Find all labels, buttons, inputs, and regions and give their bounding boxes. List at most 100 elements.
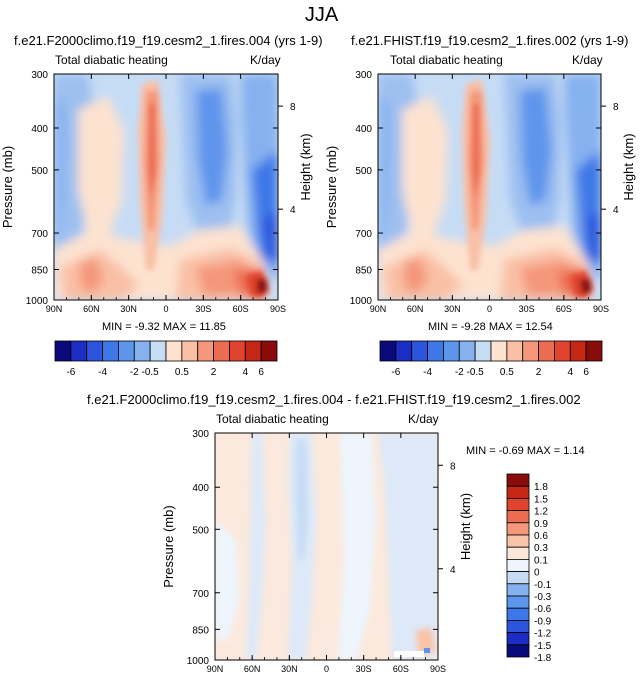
left-heating-field [54, 74, 278, 300]
left-colorbar-label: -0.5 [142, 367, 160, 378]
right-colorbar-label: -4 [423, 367, 432, 378]
right-pressure-tick-label: 1000 [350, 296, 373, 307]
left-lat-tick-label: 60N [83, 304, 100, 314]
diff-heating-field [215, 433, 438, 660]
figure-title: JJA [304, 4, 339, 26]
left-colorbar-box [102, 340, 119, 362]
right-colorbar-label: -2 [455, 367, 464, 378]
diff-colorbar-box [506, 485, 530, 499]
right-colorbar-box [522, 340, 539, 362]
diff-colorbar-label: -1.8 [534, 653, 552, 664]
diff-lat-tick-label: 30N [281, 664, 298, 674]
right-ylabel-right: Height (km) [621, 133, 636, 200]
diff-colorbar-label: 1.8 [534, 482, 548, 493]
left-colorbar-box [118, 340, 135, 362]
left-pressure-tick-label: 300 [31, 70, 48, 81]
left-colorbar-label: -6 [66, 367, 75, 378]
diff-colorbar-label: 1.2 [534, 507, 548, 518]
right-lat-tick-label: 60N [407, 304, 424, 314]
diff-pressure-tick-label: 1000 [187, 656, 210, 667]
diff-colorbar-label: -1.5 [534, 641, 552, 652]
diff-colorbar-label: -0.1 [534, 580, 552, 591]
left-ylabel: Pressure (mb) [0, 146, 15, 228]
left-colorbar-box [133, 340, 151, 362]
right-colorbar-box [443, 340, 460, 362]
left-lat-tick-label: 0 [163, 304, 168, 314]
right-colorbar-box [427, 340, 444, 362]
left-pressure-tick-label: 1000 [26, 296, 49, 307]
diff-colorbar-box [506, 510, 530, 524]
left-colorbar-label: 4 [243, 367, 249, 378]
right-colorbar-box [554, 340, 571, 362]
left-lat-tick-label: 90S [270, 304, 286, 314]
diff-colorbar-box [506, 546, 530, 560]
right-colorbar-box [490, 340, 508, 362]
right-colorbar-box [474, 340, 492, 362]
left-lat-tick-label: 30N [120, 304, 137, 314]
right-colorbar-box [458, 340, 476, 362]
diff-colorbar: 1.81.5 1.20.90.60.30.1 0-0.1-0.3-0.6-0.9 -1… [506, 473, 552, 664]
right-heating-field [378, 74, 601, 300]
left-lat-tick-label: 60S [233, 304, 249, 314]
diff-colorbar-label: 0 [534, 568, 540, 579]
right-colorbar-label: 6 [583, 367, 589, 378]
left-colorbar-box [165, 340, 183, 362]
right-colorbar-label: 2 [536, 367, 542, 378]
right-lat-tick-label: 30S [519, 304, 535, 314]
left-colorbar-box [86, 340, 103, 362]
left-height-tick-label: 4 [290, 205, 296, 216]
right-colorbar-box [395, 340, 413, 362]
diff-colorbar-box [506, 571, 530, 585]
left-panel-minmax: MIN = -9.32 MAX = 11.85 [102, 321, 226, 333]
diff-pressure-tick-label: 700 [192, 589, 209, 600]
diff-pressure-tick-label: 850 [192, 625, 209, 636]
right-panel-plot [377, 73, 602, 301]
right-colorbar-box [506, 340, 524, 362]
right-ylabel: Pressure (mb) [324, 146, 339, 228]
right-colorbar-box [411, 340, 428, 362]
left-colorbar-box [229, 340, 246, 362]
left-colorbar-label: 6 [258, 367, 264, 378]
diff-colorbar-label: -1.2 [534, 629, 552, 640]
left-panel-plot [53, 73, 279, 301]
diff-colorbar-label: 0.3 [534, 543, 548, 554]
diff-colorbar-label: -0.9 [534, 616, 552, 627]
diff-colorbar-label: 0.1 [534, 555, 548, 566]
diff-lat-tick-label: 90N [207, 664, 224, 674]
right-pressure-tick-label: 700 [355, 229, 372, 240]
right-lat-tick-label: 90S [593, 304, 609, 314]
right-colorbar: -6 -4 -2 -0.5 0.5 2 4 6 [379, 340, 603, 378]
left-colorbar-box [244, 340, 262, 362]
right-lat-tick-label: 30N [444, 304, 461, 314]
right-height-tick-label: 8 [613, 102, 619, 113]
left-pressure-tick-label: 400 [31, 124, 48, 135]
diff-colorbar-box [506, 473, 530, 487]
diff-pressure-tick-label: 300 [192, 429, 209, 440]
diff-lat-tick-label: 90S [430, 664, 446, 674]
diff-colorbar-box [506, 620, 530, 634]
left-colorbar-box [70, 340, 88, 362]
diff-colorbar-label: 0.6 [534, 531, 548, 542]
right-height-tick-label: 4 [613, 205, 619, 216]
diff-lat-tick-label: 30S [356, 664, 372, 674]
left-colorbar-box [213, 340, 230, 362]
left-panel-variable-label: Total diabatic heating [55, 53, 168, 67]
left-colorbar-box [181, 340, 199, 362]
diff-ylabel-right: Height (km) [458, 493, 473, 560]
left-height-tick-label: 8 [290, 102, 296, 113]
diff-pressure-tick-label: 500 [192, 525, 209, 536]
diff-height-tick-label: 8 [450, 461, 456, 472]
diff-colorbar-label: 1.5 [534, 494, 548, 505]
right-colorbar-label: -6 [391, 367, 400, 378]
left-colorbar-label: -4 [98, 367, 107, 378]
right-colorbar-box [569, 340, 587, 362]
right-panel-title: f.e21.FHIST.f19_f19.cesm2_1.fires.002 (y… [351, 33, 629, 48]
left-pressure-tick-label: 850 [31, 265, 48, 276]
left-lat-tick-label: 30S [195, 304, 211, 314]
diff-lat-tick-label: 0 [324, 664, 329, 674]
diff-colorbar-label: 0.9 [534, 519, 548, 530]
left-lat-tick-label: 90N [46, 304, 63, 314]
